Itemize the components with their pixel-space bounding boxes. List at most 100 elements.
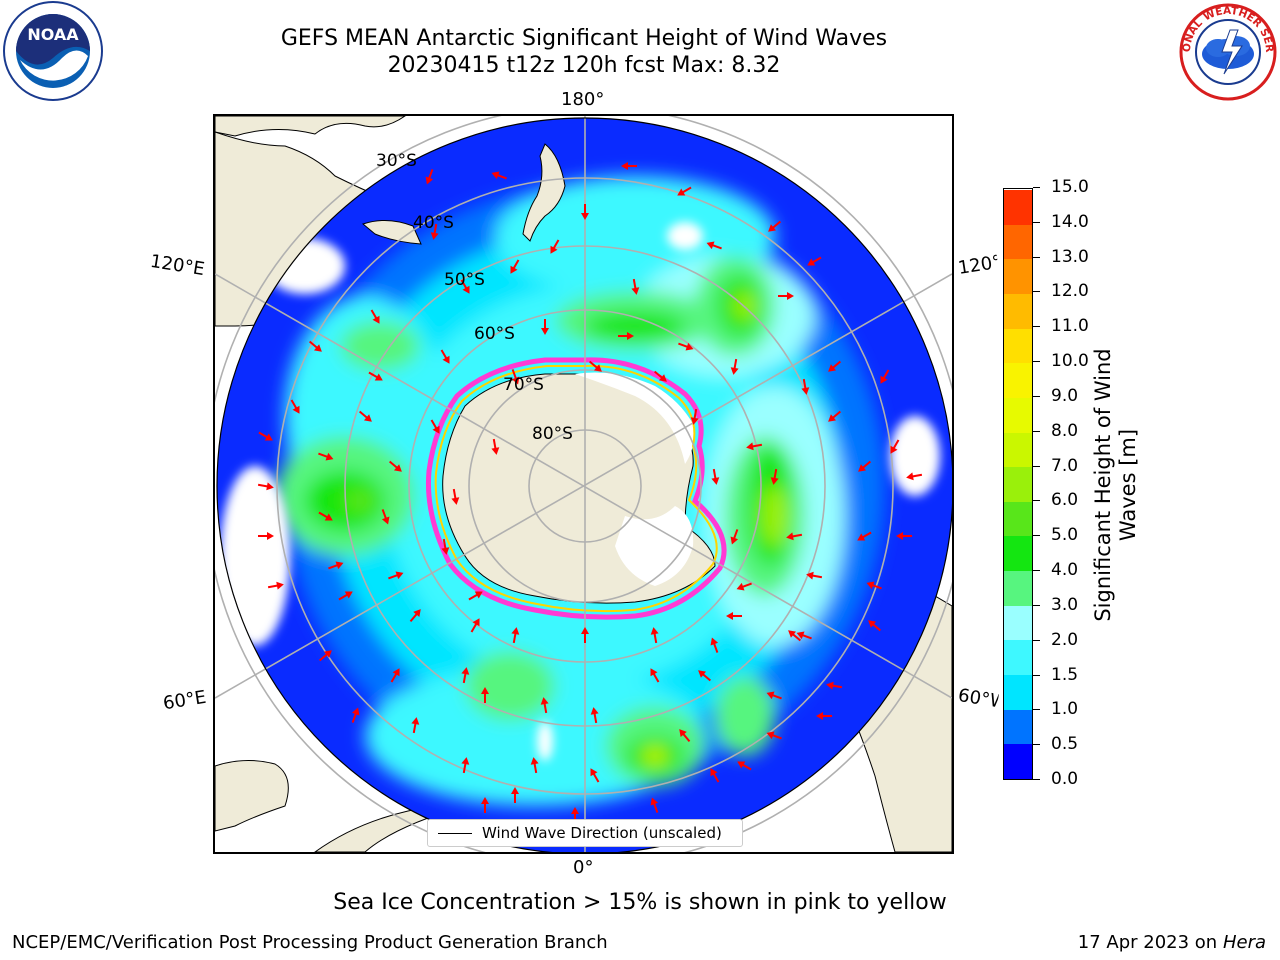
continents <box>361 143 566 245</box>
wind-arrow <box>481 687 489 703</box>
lat-label-30s: 30°S <box>376 151 417 171</box>
colorbar-tick: 15.0 <box>1033 177 1089 197</box>
colorbar-segment <box>1004 432 1032 468</box>
colorbar-segment <box>1004 570 1032 606</box>
wind-arrow <box>318 511 333 521</box>
lon-label-60w: 60°W <box>956 685 1000 712</box>
graticule <box>215 116 952 852</box>
wind-arrow <box>880 369 890 384</box>
wind-arrow <box>807 256 822 266</box>
wind-arrow <box>390 668 400 683</box>
wind-arrow <box>677 186 692 196</box>
wind-arrow <box>826 681 843 690</box>
credit-date-text: 17 Apr 2023 on <box>1077 932 1223 953</box>
colorbar-tick-label: 0.5 <box>1051 734 1079 755</box>
wind-arrow <box>267 581 284 590</box>
wind-arrow <box>770 468 779 485</box>
wind-arrow <box>511 369 520 385</box>
colorbar-tick: 7.0 <box>1033 456 1078 476</box>
credit-date: 17 Apr 2023 on Hera <box>1078 932 1266 953</box>
colorbar-tick-label: 12.0 <box>1051 281 1089 302</box>
colorbar-segment <box>1004 328 1032 364</box>
wind-arrow <box>828 410 842 422</box>
colorbar-tick: 14.0 <box>1033 212 1089 232</box>
wind-arrow <box>481 797 489 813</box>
colorbar-tick: 1.5 <box>1033 665 1078 685</box>
wind-arrow <box>896 532 912 540</box>
sea-ice-footnote: Sea Ice Concentration > 15% is shown in … <box>333 890 947 915</box>
wind-arrow <box>258 431 273 441</box>
wind-arrow <box>308 340 322 352</box>
wind-arrow <box>890 439 900 454</box>
wind-arrow <box>461 667 470 684</box>
wind-arrow <box>368 371 383 381</box>
wind-arrow <box>736 582 752 591</box>
wind-arrow <box>678 342 694 351</box>
wind-arrow <box>411 717 420 734</box>
colorbar-tick: 2.0 <box>1033 630 1078 650</box>
colorbar-segment <box>1004 466 1032 502</box>
wind-arrow <box>470 618 480 633</box>
wind-arrow <box>441 538 450 555</box>
lon-label-180: 180° <box>561 89 605 110</box>
wind-arrow <box>801 378 810 395</box>
wind-arrow <box>618 332 634 340</box>
colorbar-segment <box>1004 605 1032 641</box>
wind-arrow <box>511 627 520 644</box>
colorbar-tick-label: 13.0 <box>1051 246 1089 267</box>
lat-label-60s: 60°S <box>474 324 515 344</box>
colorbar-segment <box>1004 674 1032 710</box>
wind-arrow <box>711 468 720 485</box>
wind-arrow <box>338 591 353 601</box>
lon-label-120e: 120°E <box>148 250 207 281</box>
wind-arrow <box>550 239 560 254</box>
wind-arrow <box>510 259 520 274</box>
wind-arrow <box>690 408 699 425</box>
wind-arrow <box>590 768 600 783</box>
wind-arrow <box>631 278 640 295</box>
wind-wave-arrows <box>257 162 923 823</box>
wind-arrow <box>430 419 440 434</box>
colorbar-tick-label: 8.0 <box>1051 420 1079 441</box>
wind-arrow <box>351 707 360 723</box>
wind-arrow <box>650 797 659 813</box>
wind-arrow <box>328 561 344 570</box>
colorbar-segment <box>1004 189 1032 225</box>
colorbar-tick-label: 6.0 <box>1051 490 1079 511</box>
map-panel <box>213 114 954 854</box>
wind-arrow <box>370 309 380 324</box>
nws-logo: NATIONAL WEATHER SERVICE <box>1174 0 1278 102</box>
wind-arrow <box>540 697 549 714</box>
colorbar-tick: 12.0 <box>1033 281 1089 301</box>
wind-arrow <box>679 729 691 743</box>
wind-arrow <box>318 650 332 662</box>
legend-line <box>438 832 472 834</box>
wind-arrow <box>828 360 842 372</box>
colorbar-tick-label: 0.0 <box>1051 769 1079 789</box>
wind-arrow <box>451 488 460 505</box>
colorbar-tick: 11.0 <box>1033 316 1089 336</box>
colorbar-tick: 0.5 <box>1033 734 1078 754</box>
chart-subtitle: 20230415 t12z 120h fcst Max: 8.32 <box>387 53 781 78</box>
wind-arrow <box>381 509 390 525</box>
noaa-logo: NOAA <box>2 0 104 102</box>
wind-arrow <box>511 787 519 803</box>
wind-arrow <box>491 438 500 455</box>
wind-arrow <box>766 731 782 740</box>
wind-arrow <box>257 482 274 491</box>
colorbar-segment <box>1004 293 1032 329</box>
colorbar-tick-label: 3.0 <box>1051 594 1079 615</box>
legend-label: Wind Wave Direction (unscaled) <box>482 824 722 842</box>
wind-arrow <box>430 223 439 240</box>
wind-arrow <box>816 712 832 720</box>
colorbar-tick: 10.0 <box>1033 351 1089 371</box>
colorbar-tick: 0.0 <box>1033 769 1078 789</box>
credit-machine: Hera <box>1222 932 1266 953</box>
colorbar-tick-label: 9.0 <box>1051 385 1079 406</box>
wind-arrow <box>258 532 274 540</box>
credit-branch: NCEP/EMC/Verification Post Processing Pr… <box>12 932 608 953</box>
wind-arrow <box>710 768 720 783</box>
wind-arrow <box>698 670 712 682</box>
wind-arrow <box>621 162 637 170</box>
wind-arrow <box>530 757 539 774</box>
